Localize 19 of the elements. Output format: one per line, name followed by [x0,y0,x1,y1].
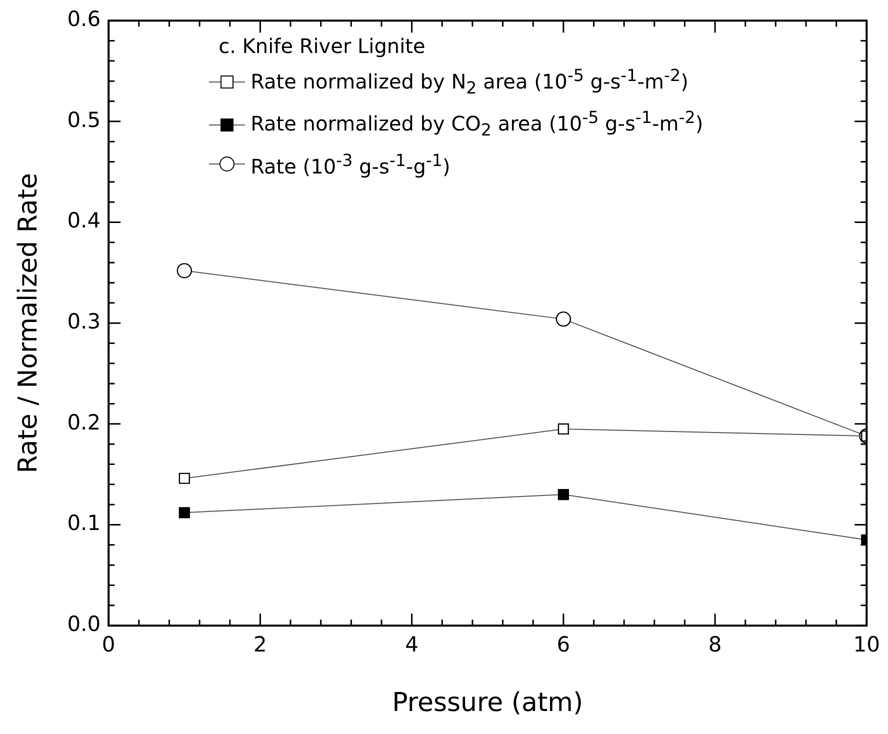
y-tick-label: 0.5 [67,108,101,132]
x-tick-label: 8 [708,632,722,657]
x-tick-label: 0 [102,632,116,657]
x-tick-label: 6 [556,632,570,657]
y-tick-label: 0.1 [67,511,101,536]
legend-title: c. Knife River Lignite [218,32,426,60]
legend-label: Rate (10$^{-3}$ g-s$^{-1}$-g$^{-1}$) [250,150,450,181]
x-tick-label: 10 [853,632,880,657]
y-tick-label: 0.0 [67,612,101,636]
y-tick-label: 0.6 [67,7,101,32]
y-tick-label: 0.3 [67,310,101,334]
text: Rate normalized by N$_{2}$ area (10$^{-5}$ g-s$^{-1}$-m$^{-2}$) [250,66,688,98]
y-tick-label: 0.2 [67,410,101,434]
x-axis-title: Pressure (atm) [392,688,584,718]
y-axis-title: Rate / Normalized Rate [13,172,44,474]
text: Rate normalized by CO$_{2}$ area (10$^{-5}$ g-s$^{-1}$-m$^{-2}$) [250,108,704,140]
y-tick-label: 0.4 [67,208,101,233]
x-tick-label: 4 [405,632,418,657]
x-tick-label: 2 [254,632,267,657]
